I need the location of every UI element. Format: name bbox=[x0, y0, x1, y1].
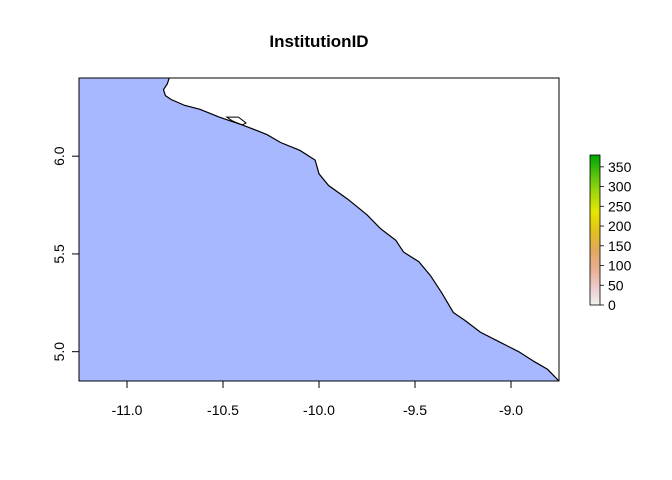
legend-tick-label: 250 bbox=[608, 198, 632, 214]
legend-tick-label: 100 bbox=[608, 258, 632, 274]
legend-swatch bbox=[590, 287, 600, 291]
map-title: InstitutionID bbox=[269, 32, 368, 51]
legend-swatch bbox=[590, 202, 600, 206]
legend-swatch bbox=[590, 290, 600, 293]
y-tick-label: 6.0 bbox=[51, 146, 67, 166]
legend-swatch bbox=[590, 197, 600, 201]
legend-swatch bbox=[590, 227, 600, 231]
legend-swatch bbox=[590, 285, 600, 288]
lagoon bbox=[225, 116, 247, 126]
legend-swatch bbox=[590, 302, 600, 306]
legend-swatch bbox=[590, 262, 600, 266]
y-axis: 5.0 5.5 6.0 bbox=[51, 146, 80, 362]
legend-swatch bbox=[590, 247, 600, 251]
legend-swatch bbox=[590, 225, 600, 228]
legend-swatch bbox=[590, 300, 600, 303]
legend-tick-label: 200 bbox=[608, 218, 632, 234]
legend-swatch bbox=[590, 160, 600, 163]
legend-tick-label: 300 bbox=[608, 179, 632, 195]
x-tick-label: -9.5 bbox=[403, 402, 427, 418]
legend-tick-label: 350 bbox=[608, 159, 632, 175]
legend-swatch bbox=[590, 215, 600, 218]
land-mask bbox=[163, 78, 560, 381]
legend-swatch bbox=[590, 235, 600, 238]
legend-swatch bbox=[590, 230, 600, 233]
legend-swatch bbox=[590, 242, 600, 246]
legend-swatch bbox=[590, 275, 600, 278]
legend-swatch bbox=[590, 267, 600, 271]
legend-swatch bbox=[590, 240, 600, 243]
legend-swatch bbox=[590, 182, 600, 186]
legend-tick-label: 50 bbox=[608, 277, 624, 293]
x-tick-label: -9.0 bbox=[499, 402, 523, 418]
legend-swatch bbox=[590, 185, 600, 188]
x-tick-label: -10.5 bbox=[207, 402, 239, 418]
coastline bbox=[162, 77, 560, 382]
legend-swatch bbox=[590, 280, 600, 283]
legend-tick-label: 150 bbox=[608, 238, 632, 254]
legend-tick-label: 0 bbox=[608, 297, 616, 313]
legend-swatch bbox=[590, 232, 600, 236]
legend-swatch bbox=[590, 297, 600, 301]
legend-swatch bbox=[590, 250, 600, 253]
legend-swatch bbox=[590, 257, 600, 261]
legend-swatch bbox=[590, 175, 600, 178]
legend-swatch bbox=[590, 255, 600, 258]
legend-swatch bbox=[590, 277, 600, 281]
legend-swatch bbox=[590, 190, 600, 193]
legend-swatch bbox=[590, 265, 600, 268]
legend-swatch bbox=[590, 205, 600, 208]
legend-swatch bbox=[590, 157, 600, 161]
legend-swatch bbox=[590, 195, 600, 198]
legend-swatch bbox=[590, 210, 600, 213]
legend-swatch bbox=[590, 212, 600, 216]
legend-swatch bbox=[590, 295, 600, 298]
legend-swatch bbox=[590, 270, 600, 273]
y-tick-label: 5.0 bbox=[51, 342, 67, 362]
legend-swatch bbox=[590, 260, 600, 263]
y-tick-label: 5.5 bbox=[51, 244, 67, 264]
legend-swatch bbox=[590, 167, 600, 171]
legend-swatch bbox=[590, 200, 600, 203]
legend-swatch bbox=[590, 252, 600, 256]
legend-swatch bbox=[590, 192, 600, 196]
legend-swatch bbox=[590, 187, 600, 191]
color-legend: 0 50 100 150 200 250 300 350 bbox=[589, 154, 632, 313]
legend-swatch bbox=[590, 165, 600, 168]
legend-swatch bbox=[590, 217, 600, 221]
legend-swatch bbox=[590, 207, 600, 211]
legend-swatch bbox=[590, 292, 600, 296]
x-axis: -11.0 -10.5 -10.0 -9.5 -9.0 bbox=[112, 380, 523, 418]
legend-swatch bbox=[590, 245, 600, 248]
x-tick-label: -11.0 bbox=[112, 402, 143, 418]
legend-swatch bbox=[590, 155, 600, 158]
legend-swatch bbox=[590, 220, 600, 223]
legend-swatch bbox=[590, 272, 600, 276]
legend-swatch bbox=[590, 172, 600, 176]
legend-swatch bbox=[590, 180, 600, 183]
legend-swatch bbox=[590, 222, 600, 226]
legend-swatch bbox=[590, 177, 600, 181]
x-tick-label: -10.0 bbox=[303, 402, 335, 418]
legend-frame bbox=[589, 154, 601, 306]
legend-swatch bbox=[590, 282, 600, 286]
legend-swatch bbox=[590, 162, 600, 166]
map-panel bbox=[78, 77, 560, 382]
legend-swatch bbox=[590, 170, 600, 173]
legend-swatch bbox=[590, 237, 600, 241]
